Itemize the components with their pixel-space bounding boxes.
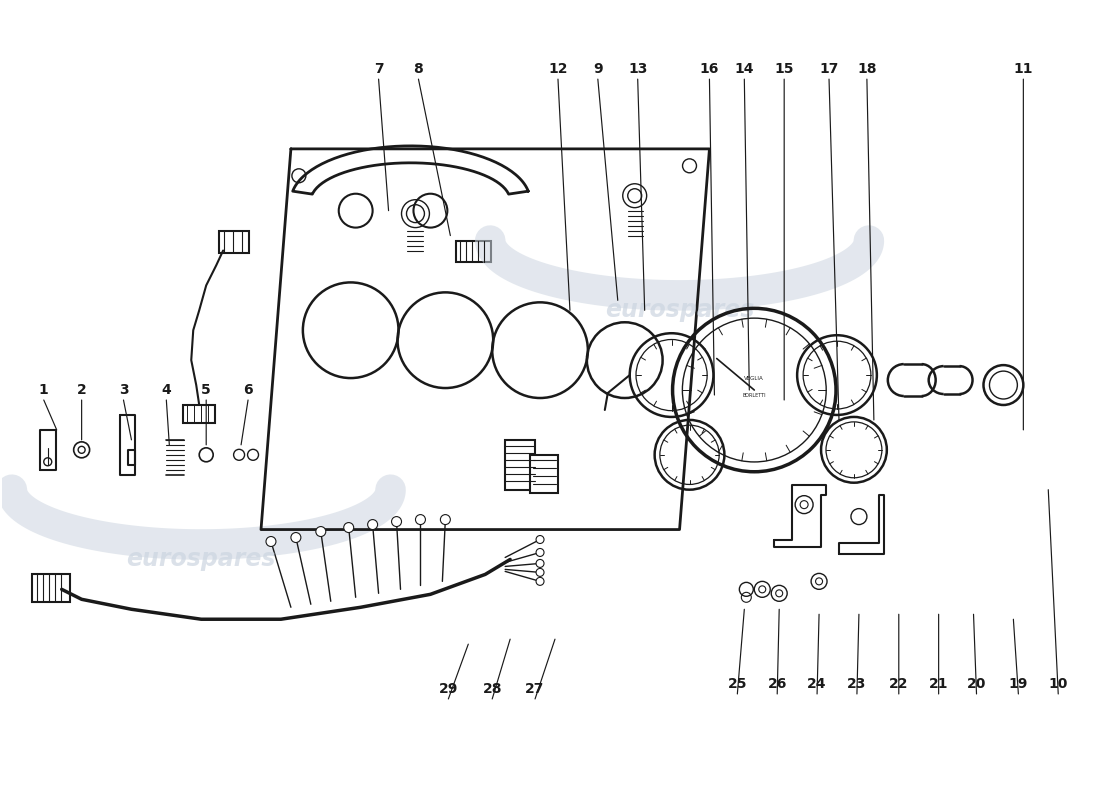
Text: 2: 2: [77, 383, 87, 397]
Text: 26: 26: [768, 677, 786, 691]
Circle shape: [416, 514, 426, 525]
Text: VEGLIA: VEGLIA: [745, 375, 764, 381]
Circle shape: [536, 578, 544, 586]
Circle shape: [536, 559, 544, 567]
Text: 19: 19: [1009, 677, 1028, 691]
Text: eurospares: eurospares: [605, 298, 755, 322]
FancyBboxPatch shape: [456, 241, 492, 262]
Circle shape: [343, 522, 354, 533]
Circle shape: [266, 537, 276, 546]
Circle shape: [536, 549, 544, 557]
Text: 3: 3: [119, 383, 129, 397]
Text: 20: 20: [967, 677, 987, 691]
Text: 25: 25: [727, 677, 747, 691]
Text: 8: 8: [414, 62, 424, 76]
Text: 16: 16: [700, 62, 719, 76]
Text: 23: 23: [847, 677, 867, 691]
Text: 29: 29: [439, 682, 458, 696]
Text: 28: 28: [483, 682, 502, 696]
FancyBboxPatch shape: [530, 455, 558, 493]
FancyBboxPatch shape: [219, 230, 249, 253]
FancyBboxPatch shape: [505, 440, 535, 490]
Text: 10: 10: [1048, 677, 1068, 691]
Text: 21: 21: [928, 677, 948, 691]
Circle shape: [440, 514, 450, 525]
Text: 9: 9: [593, 62, 603, 76]
Text: 1: 1: [39, 383, 48, 397]
FancyBboxPatch shape: [32, 574, 69, 602]
Circle shape: [290, 533, 301, 542]
Text: 27: 27: [526, 682, 544, 696]
Circle shape: [536, 535, 544, 543]
Circle shape: [536, 569, 544, 576]
Text: 7: 7: [374, 62, 384, 76]
Text: 24: 24: [807, 677, 827, 691]
FancyBboxPatch shape: [184, 405, 216, 423]
Text: 6: 6: [243, 383, 253, 397]
Text: 12: 12: [548, 62, 568, 76]
Circle shape: [367, 519, 377, 530]
Text: 22: 22: [889, 677, 909, 691]
Circle shape: [392, 517, 402, 526]
Text: eurospares: eurospares: [126, 547, 276, 571]
Text: 14: 14: [735, 62, 755, 76]
Text: BORLETTI: BORLETTI: [742, 393, 766, 398]
Text: 17: 17: [820, 62, 838, 76]
Text: 13: 13: [628, 62, 648, 76]
Text: 4: 4: [162, 383, 172, 397]
Text: 5: 5: [201, 383, 211, 397]
Circle shape: [316, 526, 326, 537]
Text: 18: 18: [857, 62, 877, 76]
Text: 15: 15: [774, 62, 794, 76]
Text: 11: 11: [1013, 62, 1033, 76]
